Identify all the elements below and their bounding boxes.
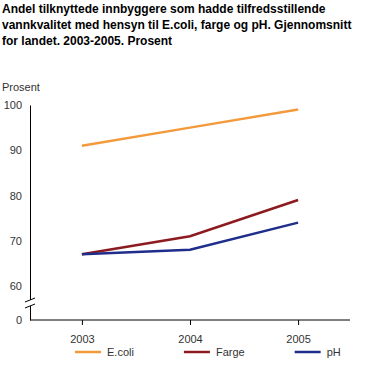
legend: E.coli Farge pH bbox=[75, 346, 341, 358]
x-tick-label: 2005 bbox=[286, 333, 310, 345]
y-tick-label: 0 bbox=[16, 314, 22, 326]
series-line bbox=[82, 110, 298, 146]
y-tick: 0 bbox=[16, 314, 30, 326]
y-axis: 0 60 70 80 90 100 bbox=[4, 99, 31, 326]
y-tick: 60 bbox=[10, 280, 30, 292]
x-tick: 2005 bbox=[286, 320, 310, 345]
y-tick: 70 bbox=[10, 235, 30, 247]
x-tick-mark bbox=[82, 320, 83, 325]
legend-label: pH bbox=[327, 346, 341, 358]
legend-swatch bbox=[295, 351, 321, 354]
lines bbox=[82, 110, 298, 255]
legend-swatch bbox=[75, 351, 101, 354]
x-tick: 2003 bbox=[70, 320, 94, 345]
x-axis: 2003 2004 2005 bbox=[30, 320, 350, 345]
y-tick-label: 80 bbox=[10, 190, 22, 202]
x-tick-label: 2004 bbox=[178, 333, 202, 345]
legend-item: Farge bbox=[184, 346, 245, 358]
y-tick-label: 90 bbox=[10, 144, 22, 156]
x-tick-mark bbox=[298, 320, 299, 325]
y-axis-title: Prosent bbox=[2, 81, 40, 93]
y-tick-label: 100 bbox=[4, 99, 22, 111]
series-line bbox=[82, 200, 298, 254]
legend-swatch bbox=[184, 351, 210, 354]
y-tick: 80 bbox=[10, 190, 30, 202]
y-tick-label: 70 bbox=[10, 235, 22, 247]
axis-break-mark bbox=[25, 298, 35, 302]
x-tick: 2004 bbox=[178, 320, 202, 345]
y-tick: 90 bbox=[10, 144, 30, 156]
axis-break bbox=[25, 298, 35, 308]
axis-break-mark bbox=[25, 304, 35, 308]
y-tick: 100 bbox=[4, 99, 30, 111]
legend-label: Farge bbox=[216, 346, 245, 358]
legend-item: pH bbox=[295, 346, 341, 358]
y-tick-label: 60 bbox=[10, 280, 22, 292]
legend-label: E.coli bbox=[107, 346, 134, 358]
y-axis-line bbox=[30, 106, 31, 321]
title: Andel tilknyttede innbyggere som hadde t… bbox=[2, 2, 355, 48]
series-line bbox=[82, 223, 298, 255]
x-tick-label: 2003 bbox=[70, 333, 94, 345]
legend-item: E.coli bbox=[75, 346, 134, 358]
chart: Andel tilknyttede innbyggere som hadde t… bbox=[0, 0, 368, 365]
x-tick-mark bbox=[190, 320, 191, 325]
